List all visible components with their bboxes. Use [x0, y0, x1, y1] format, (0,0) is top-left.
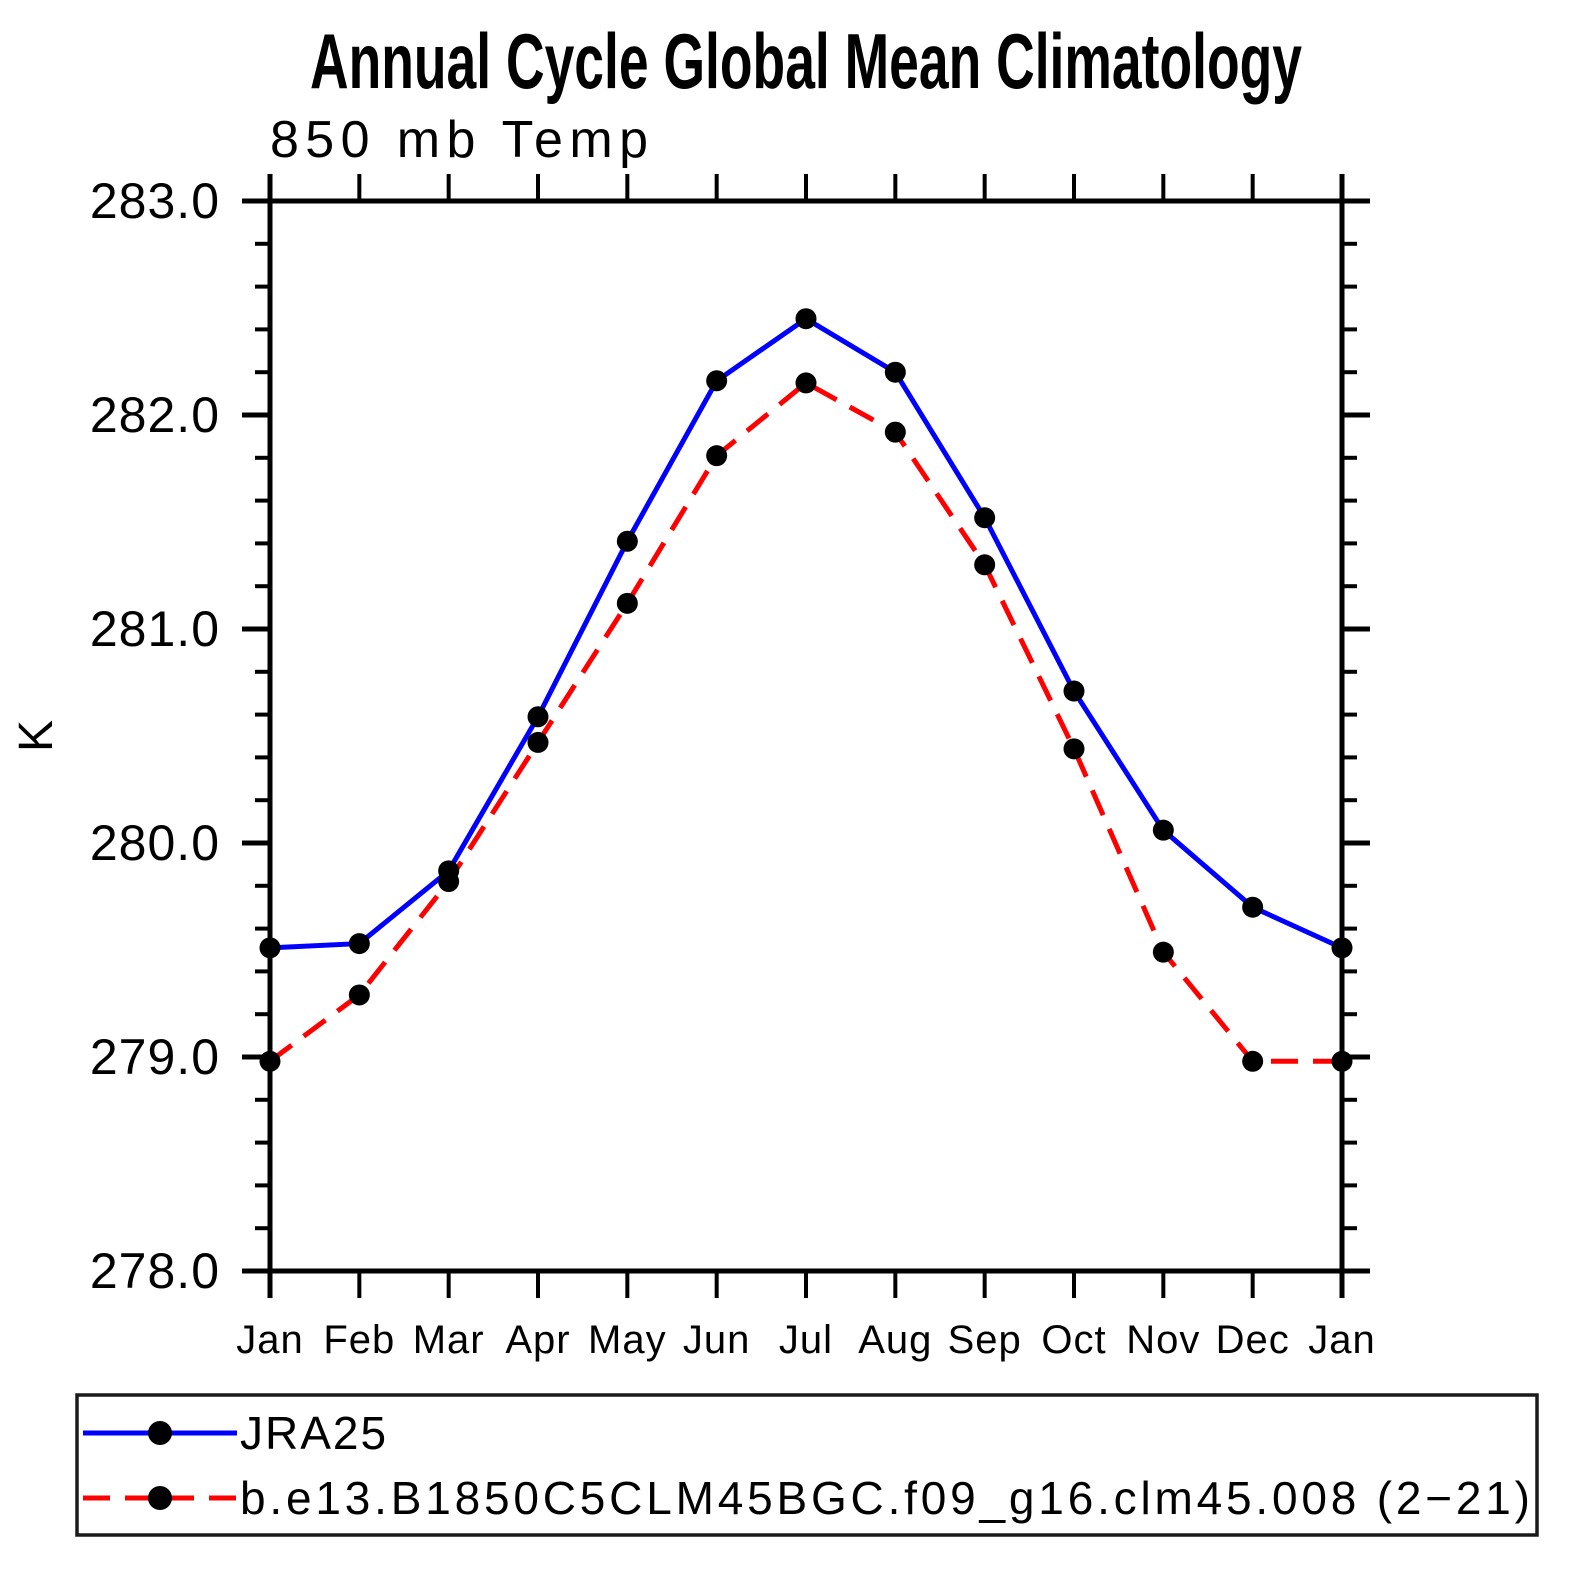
- y-tick-label: 282.0: [90, 387, 220, 443]
- x-tick-label: Sep: [948, 1318, 1022, 1362]
- data-point-marker: [706, 445, 728, 467]
- data-point-marker: [527, 731, 549, 753]
- x-tick-label: Oct: [1041, 1318, 1106, 1362]
- chart-title: Annual Cycle Global Mean Climatology: [310, 17, 1302, 105]
- y-tick-label: 279.0: [90, 1029, 220, 1085]
- data-point-markers: [259, 308, 1353, 1072]
- plot-subtitle: 850 mb Temp: [270, 111, 648, 169]
- data-point-marker: [974, 507, 996, 529]
- legend-sample-marker-1: [148, 1486, 172, 1510]
- x-tick-label: Feb: [323, 1318, 395, 1362]
- data-point-marker: [706, 370, 728, 392]
- data-point-marker: [1063, 680, 1085, 702]
- data-point-marker: [1152, 941, 1174, 963]
- y-tick-labels: 283.0 282.0 281.0 280.0 279.0 278.0: [90, 173, 220, 1299]
- data-point-marker: [1331, 937, 1353, 959]
- legend: JRA25 b.e13.B1850C5CLM45BGC.f09_g16.clm4…: [75, 1393, 1539, 1537]
- axis-ticks: [242, 174, 1370, 1298]
- x-tick-label: Jun: [683, 1318, 751, 1362]
- x-tick-label: Aug: [858, 1318, 932, 1362]
- x-tick-labels: Jan Feb Mar Apr May Jun Jul Aug Sep Oct Nov Dec Jan: [236, 1318, 1376, 1362]
- series-line-0: [269, 315, 1344, 951]
- data-point-marker: [795, 372, 817, 394]
- y-tick-label: 280.0: [90, 815, 220, 871]
- data-point-marker: [527, 706, 549, 728]
- data-point-marker: [1063, 738, 1085, 760]
- data-point-marker: [438, 871, 460, 893]
- data-point-marker: [1242, 896, 1264, 918]
- x-tick-label: Nov: [1126, 1318, 1200, 1362]
- legend-label-model: b.e13.B1850C5CLM45BGC.f09_g16.clm45.008 …: [240, 1472, 1532, 1524]
- data-point-marker: [348, 933, 370, 955]
- y-tick-label: 278.0: [90, 1243, 220, 1299]
- legend-box: [75, 1393, 1539, 1537]
- data-point-marker: [1331, 1050, 1353, 1072]
- series-line-1: [268, 379, 1342, 1064]
- data-series: [268, 315, 1344, 1064]
- x-tick-label: Jul: [779, 1318, 833, 1362]
- y-tick-label: 281.0: [90, 601, 220, 657]
- legend-sample-marker-0: [148, 1421, 172, 1445]
- x-tick-label: May: [588, 1318, 667, 1362]
- data-point-marker: [616, 592, 638, 614]
- data-point-marker: [884, 421, 906, 443]
- plot-frame: [243, 174, 1369, 1298]
- y-axis-label: K: [10, 720, 63, 752]
- x-tick-label: Jan: [236, 1318, 304, 1362]
- legend-label-jra25: JRA25: [240, 1407, 388, 1459]
- data-point-marker: [1242, 1050, 1264, 1072]
- x-tick-label: Dec: [1216, 1318, 1290, 1362]
- legend-line-samples: [83, 1421, 237, 1510]
- data-point-marker: [884, 361, 906, 383]
- data-point-marker: [348, 984, 370, 1006]
- x-tick-label: Apr: [505, 1318, 570, 1362]
- x-tick-label: Mar: [413, 1318, 485, 1362]
- data-point-marker: [259, 1050, 281, 1072]
- data-point-marker: [616, 530, 638, 552]
- data-point-marker: [974, 554, 996, 576]
- data-point-marker: [259, 937, 281, 959]
- data-point-marker: [1152, 819, 1174, 841]
- x-tick-label: Jan: [1308, 1318, 1376, 1362]
- data-point-marker: [795, 308, 817, 330]
- y-tick-label: 283.0: [90, 173, 220, 229]
